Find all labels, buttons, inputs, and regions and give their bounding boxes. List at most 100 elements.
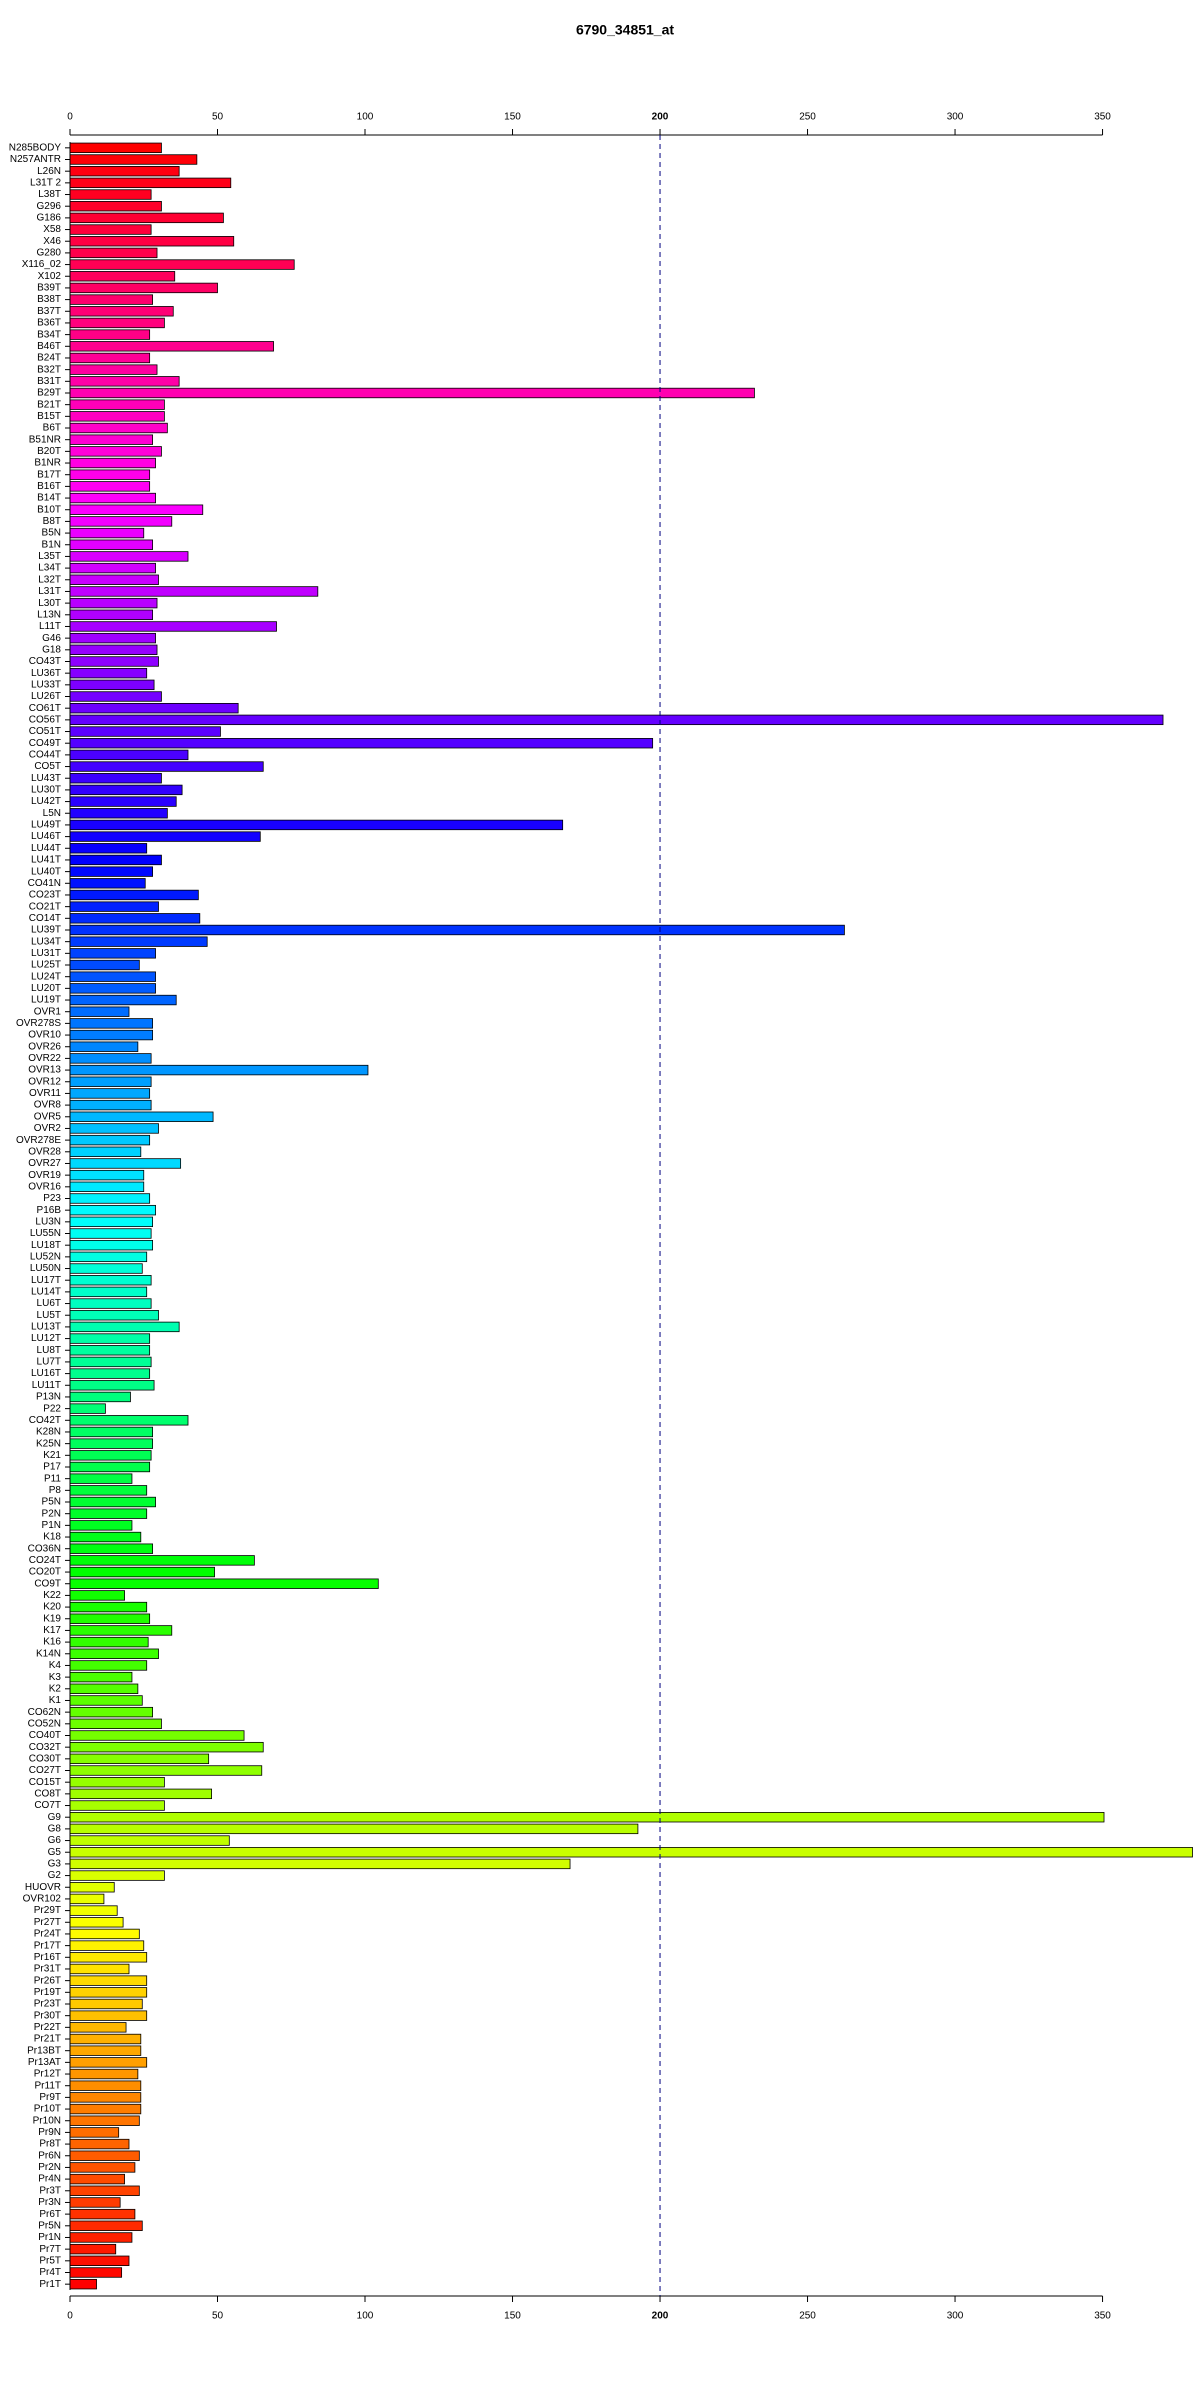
y-tick-label: Pr13AT: [28, 2057, 61, 2068]
y-tick-label: CO52N: [28, 1718, 61, 1729]
bar: [69, 1204, 156, 1216]
bar: [69, 971, 156, 982]
bar: [69, 2103, 142, 2115]
y-tick-label: OVR102: [23, 1894, 62, 1905]
bar: [69, 1741, 264, 1753]
bar: [69, 1450, 152, 1461]
y-tick-label: G6: [48, 1835, 62, 1846]
bar: [69, 1496, 156, 1508]
bar: [69, 212, 224, 224]
bar: [69, 2278, 97, 2290]
bar: [69, 644, 158, 656]
bar: [69, 1485, 148, 1496]
bar: [69, 1718, 162, 1730]
y-tick-label: L5N: [43, 808, 61, 819]
y-tick-label: LU36T: [31, 668, 61, 679]
bar: [69, 224, 152, 235]
x-tick-label: 100: [357, 2311, 374, 2322]
bar: [69, 306, 174, 317]
bar: [69, 1239, 154, 1251]
y-tick-label: CO44T: [29, 750, 61, 761]
y-tick-label: Pr6T: [39, 2209, 61, 2220]
bar: [69, 282, 218, 294]
bar: [69, 1333, 151, 1344]
y-tick-label: P16B: [37, 1205, 62, 1216]
y-tick-label: LU14T: [31, 1287, 61, 1298]
bar: [69, 1578, 379, 1589]
y-tick-label: P22: [43, 1403, 61, 1414]
bar: [69, 329, 151, 340]
bar: [69, 1403, 106, 1414]
y-tick-label: L30T: [38, 598, 61, 609]
y-tick-label: CO32T: [29, 1742, 61, 1753]
y-tick-label: OVR19: [28, 1170, 61, 1181]
bar: [69, 1870, 165, 1881]
bar: [69, 1216, 154, 1228]
x-tick-label: 300: [947, 112, 964, 123]
bar: [69, 1099, 152, 1111]
bar: [69, 352, 151, 364]
bar: [69, 2185, 140, 2196]
y-tick-label: B51NR: [29, 434, 61, 445]
x-tick-label: 0: [67, 112, 73, 123]
bar: [69, 1076, 152, 1087]
y-tick-label: L32T: [38, 574, 61, 585]
bar: [69, 1520, 133, 1531]
bar: [69, 142, 162, 154]
y-tick-label: K2: [49, 1683, 62, 1694]
y-tick-label: OVR12: [28, 1076, 61, 1087]
bar: [69, 761, 264, 772]
y-tick-label: K14N: [36, 1648, 61, 1659]
y-tick-label: CO42T: [29, 1415, 61, 1426]
y-tick-label: L26N: [37, 166, 61, 177]
bar: [69, 2045, 142, 2056]
bar: [69, 621, 277, 632]
y-tick-label: P1N: [42, 1520, 61, 1531]
y-tick-label: CO15T: [29, 1777, 61, 1788]
y-tick-label: Pr9N: [38, 2127, 61, 2138]
y-tick-label: P8: [49, 1485, 62, 1496]
y-tick-label: G186: [37, 213, 62, 224]
y-tick-label: K22: [43, 1590, 61, 1601]
y-tick-label: G3: [48, 1859, 62, 1870]
y-tick-label: LU33T: [31, 679, 61, 690]
bar: [69, 609, 154, 620]
x-tick-label: 50: [212, 112, 224, 123]
bar: [69, 177, 232, 189]
y-tick-label: LU39T: [31, 925, 61, 936]
x-tick-label: 50: [212, 2311, 224, 2322]
y-tick-label: Pr13BT: [27, 2045, 61, 2056]
bar: [69, 1029, 154, 1041]
y-tick-label: K20: [43, 1602, 61, 1613]
bar: [69, 808, 168, 819]
y-tick-label: B17T: [37, 469, 61, 480]
bar: [69, 843, 148, 854]
bar: [69, 1181, 145, 1193]
bar: [69, 2138, 130, 2150]
bar: [69, 1660, 148, 1671]
y-tick-label: L11T: [39, 621, 61, 632]
bar: [69, 2010, 148, 2021]
bar: [69, 691, 162, 702]
bar: [69, 2162, 136, 2173]
y-tick-label: B38T: [37, 294, 61, 305]
y-tick-label: L31T: [38, 586, 61, 597]
bar: [69, 1438, 154, 1449]
y-tick-label: Pr24T: [34, 1929, 61, 1940]
bar: [69, 1555, 255, 1566]
bar: [69, 773, 162, 784]
y-tick-label: CO43T: [29, 656, 61, 667]
bar: [69, 2267, 123, 2278]
y-tick-label: G9: [48, 1812, 62, 1823]
bar: [69, 539, 154, 550]
y-tick-label: B46T: [37, 341, 61, 352]
bar: [69, 341, 274, 352]
bar: [69, 2127, 120, 2138]
bar: [69, 1228, 152, 1239]
y-tick-label: B6T: [43, 423, 61, 434]
y-tick-label: Pr4T: [39, 2267, 61, 2278]
y-tick-label: X102: [38, 271, 62, 282]
y-tick-label: LU46T: [31, 831, 61, 842]
bar: [69, 726, 221, 737]
y-tick-label: P5N: [42, 1497, 61, 1508]
